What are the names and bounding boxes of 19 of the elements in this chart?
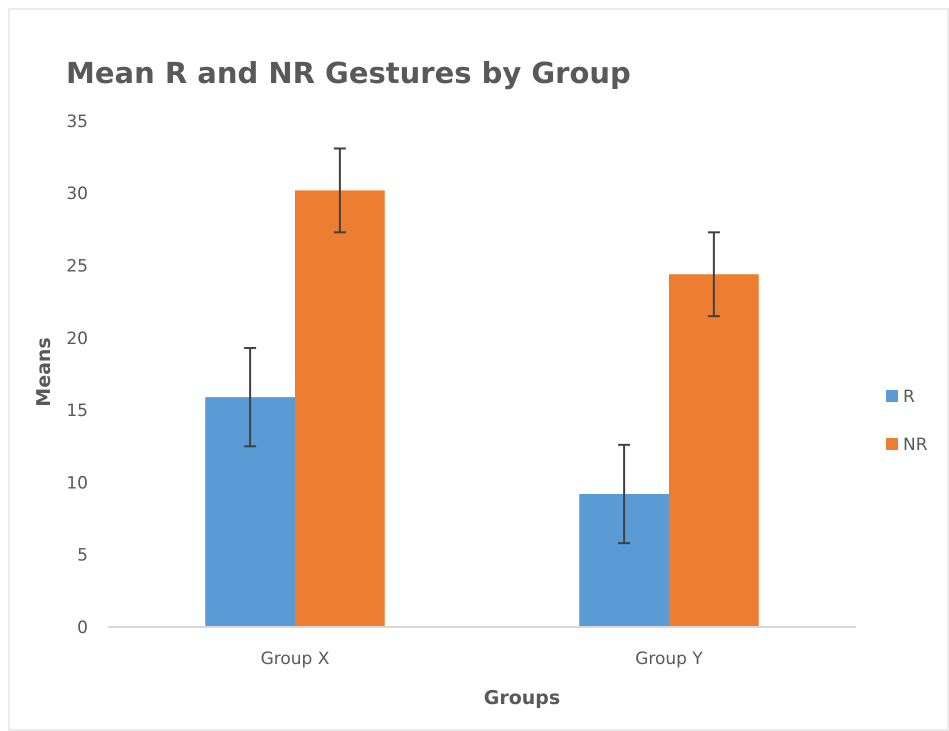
bar	[669, 274, 759, 627]
x-axis-title: Groups	[484, 687, 560, 709]
y-tick-label: 20	[66, 328, 88, 349]
y-axis-title: Means	[33, 337, 55, 407]
y-tick-label: 0	[77, 618, 88, 638]
y-tick-label: 5	[77, 546, 88, 566]
x-tick-label: Group X	[260, 649, 330, 669]
y-tick-label: 35	[66, 112, 88, 132]
legend-label: R	[903, 386, 915, 407]
bar	[579, 494, 669, 627]
x-tick-label: Group Y	[635, 649, 704, 669]
bar	[205, 397, 295, 627]
chart-title: Mean R and NR Gestures by Group	[66, 56, 631, 90]
legend-label: NR	[903, 434, 928, 455]
y-tick-label: 10	[66, 473, 88, 494]
y-tick-label: 30	[66, 184, 88, 204]
bar	[295, 190, 385, 627]
y-tick-label: 15	[66, 401, 88, 422]
y-tick-label: 25	[66, 256, 88, 277]
